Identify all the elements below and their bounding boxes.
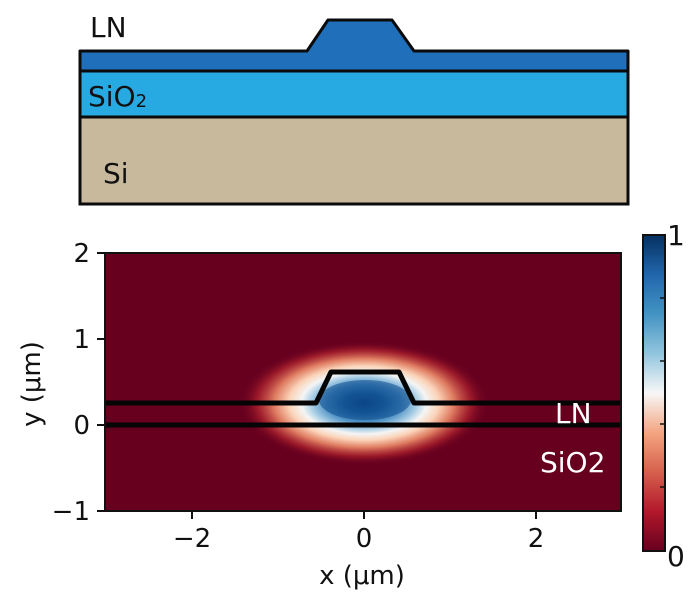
y-tick-label: 1 [73,325,90,355]
x-axis: −2 0 2 x (μm) [173,511,544,591]
x-tick-label: 0 [356,524,373,554]
x-tick-label: −2 [173,524,211,554]
ln-layer [78,18,630,73]
mode-plot: LN SiO2 2 1 0 −1 y (μm) −2 0 2 x (μm) [17,239,622,591]
y-axis: 2 1 0 −1 y (μm) [17,239,105,527]
si-layer [78,115,630,206]
plot-sio2-label: SiO2 [540,446,605,479]
x-axis-label: x (μm) [319,561,405,591]
colorbar-ticks [660,297,665,488]
sio2-label: SiO2 [88,80,147,113]
colorbar-max-label: 1 [667,219,685,252]
colorbar-gradient [642,234,666,552]
waveguide-outline [105,369,621,406]
ln-label: LN [90,11,127,44]
sio2-layer [78,69,630,119]
y-tick-label: −1 [52,497,90,527]
colorbar-min-label: 0 [667,540,685,573]
x-tick-label: 2 [528,524,545,554]
si-label: Si [103,157,129,190]
y-axis-label: y (μm) [17,341,47,427]
y-tick-label: 0 [73,411,90,441]
plot-ln-label: LN [555,397,592,430]
colorbar: 1 0 [642,219,685,573]
cross-section-diagram: LN SiO2 Si [78,11,630,206]
mode-core [319,380,411,420]
y-tick-label: 2 [73,239,90,269]
